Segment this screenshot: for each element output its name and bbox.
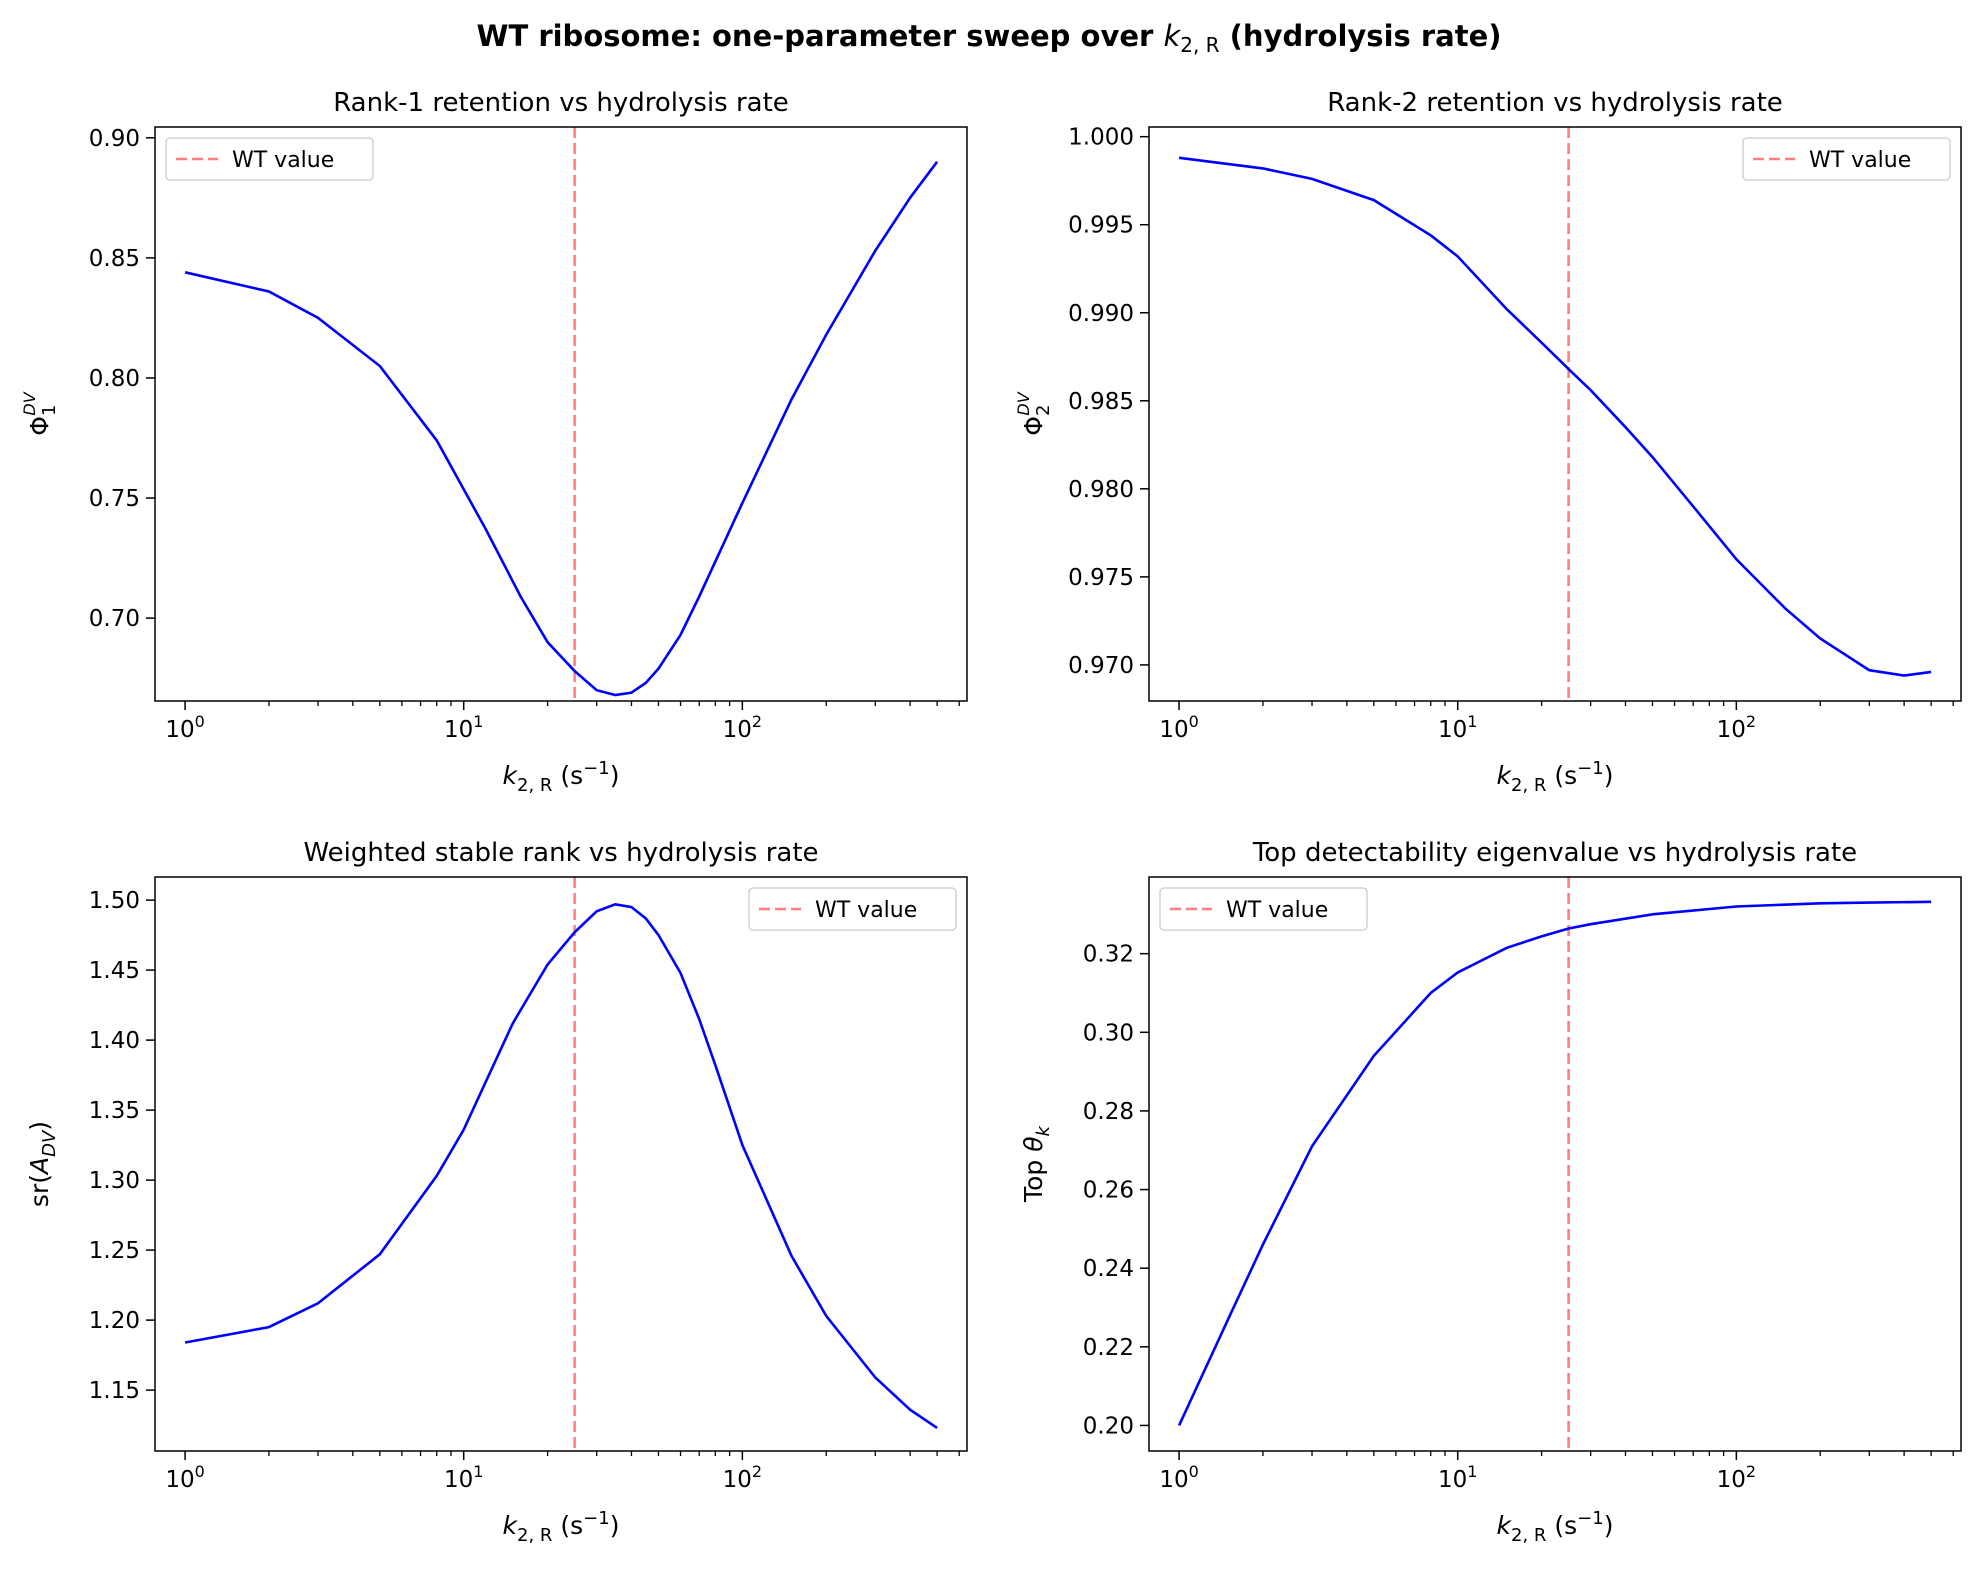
- y-tick-label: 0.985: [1068, 389, 1134, 415]
- x-tick-label: 100: [165, 1462, 204, 1493]
- legend: WT value: [165, 137, 374, 181]
- x-axis-label: k2, R (s−1): [503, 1508, 620, 1546]
- axes-frame: [1148, 876, 1962, 1452]
- y-tick-label: 0.980: [1068, 477, 1134, 503]
- x-tick-label: 101: [1438, 1462, 1477, 1493]
- legend-label: WT value: [1809, 148, 1911, 173]
- y-tick-label: 0.70: [89, 606, 140, 632]
- y-tick-label: 1.20: [89, 1308, 140, 1334]
- y-tick-label: 0.28: [1083, 1099, 1134, 1125]
- y-tick-label: 1.30: [89, 1168, 140, 1194]
- chart-panel-2: Rank-2 retention vs hydrolysis rate 100 10…: [1014, 88, 1962, 796]
- y-tick-label: 0.22: [1083, 1335, 1134, 1361]
- axes-frame: [1148, 126, 1962, 702]
- x-tick-label: 101: [1438, 712, 1477, 743]
- legend-label: WT value: [1226, 898, 1328, 923]
- y-tick-label: 1.15: [89, 1378, 140, 1404]
- y-tick-label: 0.24: [1083, 1256, 1134, 1282]
- data-curve: [1177, 900, 1932, 1426]
- x-tick-label: 101: [444, 1462, 483, 1493]
- y-tick-label: 0.90: [89, 126, 140, 152]
- axes-title: Rank-1 retention vs hydrolysis rate: [333, 88, 789, 118]
- y-tick-label: 0.26: [1083, 1178, 1134, 1204]
- y-axis-label: Top θk: [1019, 1125, 1054, 1203]
- y-tick-label: 0.85: [89, 246, 140, 272]
- y-tick-label: 0.30: [1083, 1020, 1134, 1046]
- x-tick-label: 100: [165, 712, 204, 743]
- y-tick-label: 0.975: [1068, 565, 1134, 591]
- y-tick-label: 1.45: [89, 958, 140, 984]
- y-tick-label: 0.990: [1068, 301, 1134, 327]
- legend-label: WT value: [815, 898, 917, 923]
- y-axis-label: Φ2DV: [1014, 391, 1054, 435]
- chart-panel-1: Rank-1 retention vs hydrolysis rate 100 10…: [20, 88, 968, 796]
- x-tick-label: 100: [1159, 1462, 1198, 1493]
- data-curve: [184, 161, 939, 697]
- x-axis-label: k2, R (s−1): [503, 758, 620, 796]
- x-tick-label: 102: [723, 1462, 762, 1493]
- legend: WT value: [1742, 137, 1951, 181]
- x-tick-label: 100: [1159, 712, 1198, 743]
- axes-frame: [154, 126, 968, 702]
- legend: WT value: [1159, 887, 1368, 931]
- panels: Rank-1 retention vs hydrolysis rate 100 10…: [20, 88, 1962, 1546]
- data-curve: [184, 902, 938, 1429]
- x-tick-label: 102: [1717, 712, 1756, 743]
- axes-title: Weighted stable rank vs hydrolysis rate: [303, 838, 818, 868]
- y-tick-label: 0.75: [89, 486, 140, 512]
- y-tick-label: 1.50: [89, 888, 140, 914]
- y-axis-label: Φ1DV: [20, 391, 60, 435]
- y-tick-label: 0.995: [1068, 213, 1134, 239]
- y-tick-label: 1.000: [1068, 125, 1134, 151]
- axes-title: Top detectability eigenvalue vs hydrolys…: [1252, 838, 1857, 868]
- legend-box: [1159, 887, 1368, 931]
- chart-panel-4: Top detectability eigenvalue vs hydrolys…: [1019, 838, 1962, 1546]
- data-curve: [1178, 156, 1932, 677]
- x-tick-label: 101: [444, 712, 483, 743]
- legend: WT value: [748, 887, 957, 931]
- y-tick-label: 1.35: [89, 1098, 140, 1124]
- y-tick-label: 1.25: [89, 1238, 140, 1264]
- y-tick-label: 1.40: [89, 1028, 140, 1054]
- y-axis-label: sr(ADV): [25, 1121, 60, 1207]
- x-tick-label: 102: [1717, 1462, 1756, 1493]
- legend-box: [1742, 137, 1951, 181]
- y-tick-label: 0.32: [1083, 942, 1134, 968]
- x-tick-label: 102: [723, 712, 762, 743]
- axes-frame: [154, 876, 968, 1452]
- x-axis-label: k2, R (s−1): [1497, 758, 1614, 796]
- y-tick-label: 0.80: [89, 366, 140, 392]
- chart-panel-3: Weighted stable rank vs hydrolysis rate 1…: [25, 838, 968, 1546]
- y-tick-label: 0.20: [1083, 1413, 1134, 1439]
- legend-label: WT value: [232, 148, 334, 173]
- axes-title: Rank-2 retention vs hydrolysis rate: [1327, 88, 1783, 118]
- x-axis-label: k2, R (s−1): [1497, 1508, 1614, 1546]
- figure-title: WT ribosome: one-parameter sweep over k2…: [476, 19, 1501, 57]
- legend-box: [165, 137, 374, 181]
- y-tick-label: 0.970: [1068, 653, 1134, 679]
- legend-box: [748, 887, 957, 931]
